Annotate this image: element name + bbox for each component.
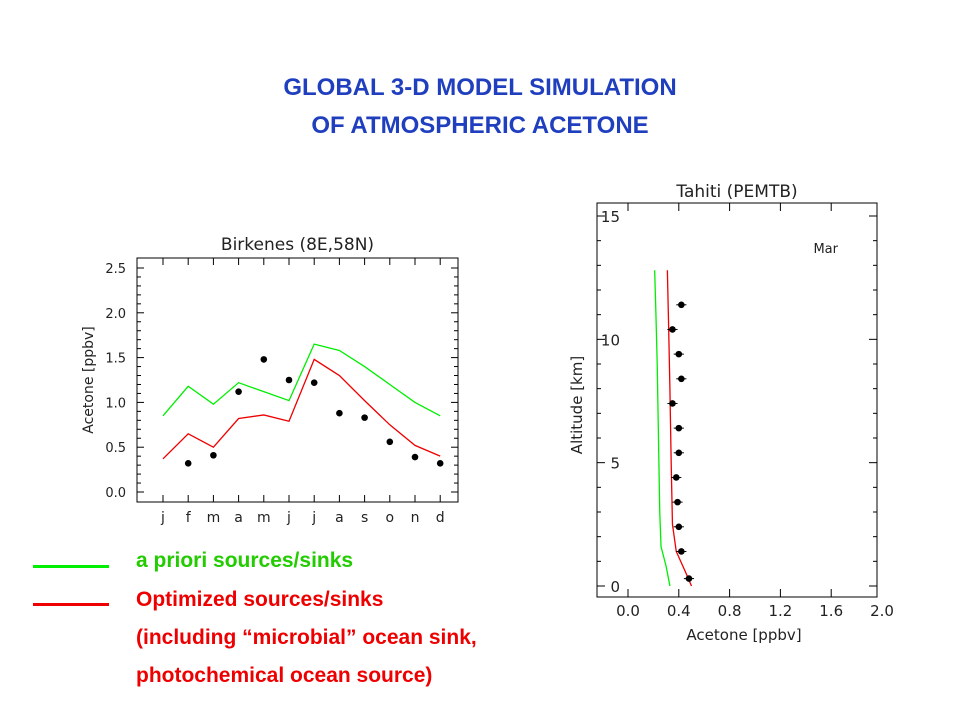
legend-apriori-swatch	[33, 565, 109, 568]
birkenes-ytick-label: 2.5	[105, 262, 126, 277]
birkenes-xtick-label: m	[257, 510, 271, 526]
birkenes-ylabel: Acetone [ppbv]	[81, 326, 97, 434]
tahiti-ytick-label: 15	[601, 208, 620, 226]
birkenes-observation-point	[336, 409, 343, 417]
birkenes-xtick-label: j	[286, 510, 291, 526]
tahiti-observation-point	[678, 375, 685, 383]
tahiti-observation-point	[678, 301, 685, 309]
birkenes-optimized-line	[162, 358, 441, 460]
legend-optimized-label: Optimized sources/sinks	[136, 588, 384, 611]
tahiti-annotation-mar: Mar	[813, 242, 838, 257]
birkenes-ytick-label: 1.0	[105, 396, 126, 411]
tahiti-title: Tahiti (PEMTB)	[675, 182, 797, 202]
birkenes-observation-point	[210, 451, 217, 459]
birkenes-observation-point	[310, 379, 318, 386]
birkenes-ytick-label: 0.5	[105, 441, 126, 456]
birkenes-xtick-label: f	[186, 510, 192, 526]
tahiti-ytick-label: 5	[610, 455, 620, 473]
tahiti-observation-point	[675, 424, 683, 432]
birkenes-title: Birkenes (8E,58N)	[221, 235, 374, 255]
birkenes-apriori-line	[162, 343, 441, 417]
tahiti-observation-point	[669, 400, 676, 407]
tahiti-xtick-label: 1.2	[768, 602, 792, 620]
birkenes-observation-point	[285, 376, 293, 384]
tahiti-observation-point	[674, 498, 681, 506]
legend-apriori-label: a priori sources/sinks	[136, 549, 354, 572]
tahiti-observation-point	[675, 350, 683, 358]
tahiti-plot-frame	[596, 202, 878, 598]
tahiti-xtick-label: 2.0	[870, 602, 894, 620]
tahiti-observation-point	[675, 449, 683, 457]
tahiti-observation-point	[685, 575, 693, 582]
tahiti-xtick-label: 0.4	[667, 602, 691, 620]
legend-optimized-note-line2: photochemical ocean source)	[136, 664, 433, 687]
birkenes-observation-point	[411, 453, 419, 461]
birkenes-xtick-label: d	[436, 510, 445, 526]
birkenes-xtick-label: s	[361, 510, 368, 526]
birkenes-xtick-label: a	[335, 510, 344, 526]
birkenes-observation-point	[436, 460, 444, 467]
birkenes-xtick-label: n	[411, 510, 420, 526]
tahiti-optimized-line	[666, 270, 693, 587]
tahiti-observation-point	[678, 548, 685, 555]
birkenes-ytick-label: 2.0	[105, 307, 126, 322]
birkenes-observation-point	[386, 438, 394, 446]
legend-optimized-note-line1: (including “microbial” ocean sink,	[136, 626, 477, 649]
tahiti-observation-point	[672, 474, 680, 481]
tahiti-observation-point	[675, 523, 683, 531]
tahiti-apriori-line	[654, 270, 671, 587]
birkenes-observation-point	[361, 414, 368, 421]
page-title-line1: GLOBAL 3-D MODEL SIMULATION	[283, 74, 677, 101]
birkenes-xtick-label: j	[160, 510, 165, 526]
birkenes-ytick-label: 1.5	[105, 352, 126, 367]
tahiti-xtick-label: 0.0	[616, 602, 640, 620]
birkenes-observation-point	[184, 460, 192, 467]
tahiti-xtick-label: 1.6	[819, 602, 843, 620]
birkenes-xtick-label: j	[311, 510, 316, 526]
tahiti-xtick-label: 0.8	[718, 602, 742, 620]
birkenes-observation-point	[260, 356, 268, 363]
tahiti-xlabel: Acetone [ppbv]	[686, 626, 801, 644]
birkenes-xtick-label: a	[234, 510, 243, 526]
birkenes-xtick-label: m	[207, 510, 221, 526]
legend-optimized-swatch	[33, 603, 109, 606]
birkenes-ytick-label: 0.0	[105, 486, 126, 501]
birkenes-observation-point	[235, 388, 242, 395]
tahiti-ytick-label: 10	[601, 331, 620, 349]
birkenes-plot-frame	[136, 257, 459, 503]
tahiti-observation-point	[669, 326, 676, 333]
birkenes-xtick-label: o	[386, 510, 395, 526]
tahiti-ylabel: Altitude [km]	[568, 356, 586, 454]
page-title-line2: OF ATMOSPHERIC ACETONE	[311, 112, 649, 139]
tahiti-ytick-label: 0	[610, 578, 620, 596]
